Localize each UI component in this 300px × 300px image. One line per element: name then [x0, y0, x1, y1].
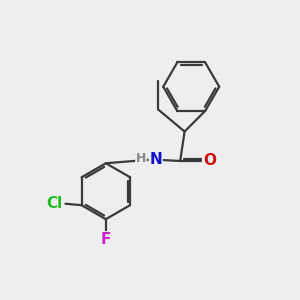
Text: F: F	[100, 232, 111, 247]
Text: N: N	[149, 152, 162, 167]
Text: H: H	[136, 152, 146, 164]
Text: O: O	[203, 154, 216, 169]
Text: Cl: Cl	[46, 196, 62, 211]
